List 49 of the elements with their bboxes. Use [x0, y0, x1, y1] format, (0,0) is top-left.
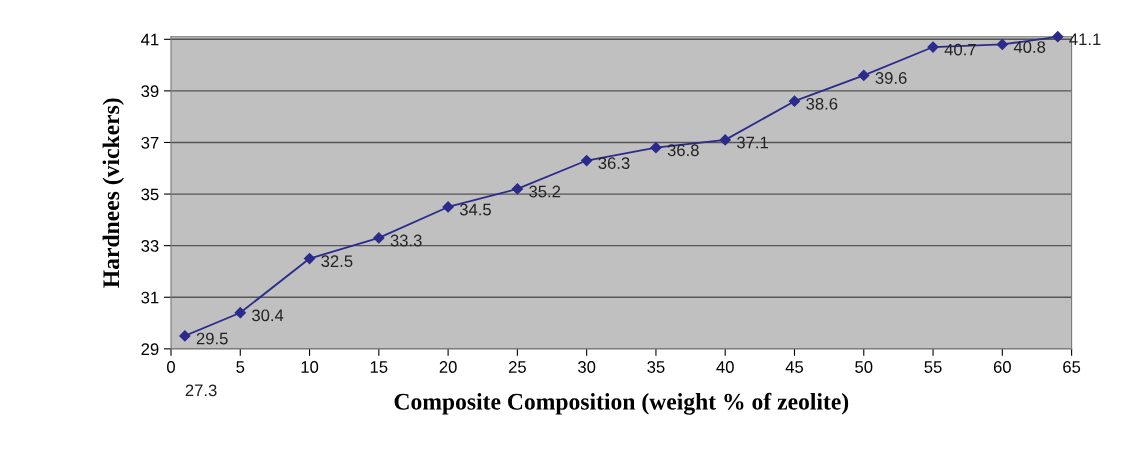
data-label: 35.2: [529, 185, 561, 198]
point: [373, 232, 385, 244]
data-label: 34.5: [459, 203, 491, 216]
x-tick-label: 15: [370, 361, 388, 373]
data-label: 39.6: [875, 72, 907, 84]
point: [858, 69, 870, 82]
x-tick-label: 35: [647, 361, 665, 373]
y-tick-label: 31: [141, 291, 159, 304]
point: [303, 252, 316, 265]
x-tick-label: 0: [167, 361, 175, 373]
y-tick-label: 33: [141, 240, 159, 252]
point: [179, 330, 191, 342]
point: [442, 201, 454, 213]
x-tick-label: 5: [236, 361, 245, 373]
data-label: 29.5: [196, 332, 228, 345]
data-label: 36.8: [667, 144, 699, 157]
x-tick-label: 60: [993, 361, 1011, 373]
x-axis-title: Composite Composition (weight % of zeolite): [394, 392, 849, 415]
x-tick-label: 30: [578, 361, 596, 373]
point: [511, 183, 523, 195]
x-tick-label: 55: [924, 361, 942, 373]
x-tick-label: 20: [439, 361, 457, 373]
y-tick-label: 37: [141, 136, 159, 149]
data-label: 36.3: [598, 157, 630, 170]
x-tick-label: 10: [301, 361, 319, 373]
text: 27.3: [185, 384, 217, 397]
point: [1052, 31, 1064, 43]
y-tick-label: 35: [141, 188, 159, 201]
x-tick-label: 45: [785, 361, 804, 373]
point: [719, 134, 731, 146]
point: [650, 142, 662, 154]
x-tick-label: 50: [855, 361, 873, 373]
y-axis-title: Hardnees (vickers): [102, 98, 124, 288]
point: [234, 307, 246, 319]
data-label: 38.6: [806, 97, 838, 110]
y-tick-label: 29: [141, 343, 159, 356]
point: [996, 38, 1008, 51]
data-label: 40.8: [1013, 41, 1046, 53]
point: [788, 95, 801, 107]
x-tick-label: 40: [716, 361, 734, 373]
y-tick-label: 39: [141, 85, 159, 98]
x-tick-label: 25: [508, 361, 526, 373]
y-tick-label: 41: [141, 33, 159, 46]
data-label: 33.3: [390, 234, 422, 247]
data-label: 40.7: [944, 43, 976, 56]
data-label: 32.5: [321, 255, 353, 268]
data-label: 30.4: [252, 309, 284, 322]
x-tick-label: 65: [1063, 361, 1081, 373]
point: [581, 154, 593, 167]
